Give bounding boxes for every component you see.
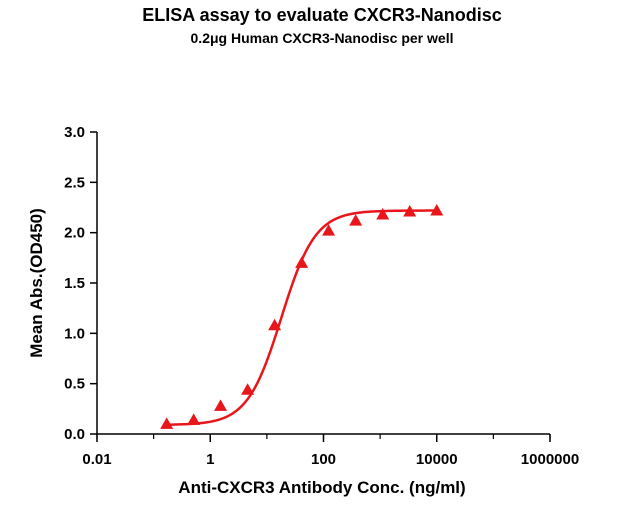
data-point xyxy=(268,318,282,331)
data-point xyxy=(430,204,444,216)
y-tick-label: 1.5 xyxy=(64,275,85,292)
data-markers xyxy=(160,204,444,429)
data-point xyxy=(295,256,309,268)
y-tick-label: 2.5 xyxy=(64,174,85,191)
x-tick-label: 1000000 xyxy=(521,451,579,468)
data-point xyxy=(187,413,201,425)
data-point xyxy=(376,208,390,220)
data-point xyxy=(322,224,336,236)
y-tick-label: 0.0 xyxy=(64,426,85,443)
x-tick-label: 100 xyxy=(311,451,336,468)
chart-title: ELISA assay to evaluate CXCR3-Nanodisc xyxy=(142,5,501,25)
fit-curve xyxy=(166,209,437,426)
data-point xyxy=(349,214,363,226)
data-point xyxy=(403,205,417,217)
data-point xyxy=(160,417,174,429)
x-axis-label: Anti-CXCR3 Antibody Conc. (ng/ml) xyxy=(178,478,465,497)
data-point xyxy=(214,399,228,411)
x-tick-label: 0.01 xyxy=(82,451,111,468)
chart-subtitle: 0.2μg Human CXCR3-Nanodisc per well xyxy=(191,30,454,46)
x-tick-label: 10000 xyxy=(416,451,458,468)
y-tick-label: 3.0 xyxy=(64,124,85,141)
x-tick-label: 1 xyxy=(206,451,214,468)
y-tick-label: 0.5 xyxy=(64,376,85,393)
y-tick-label: 2.0 xyxy=(64,225,85,242)
data-point xyxy=(241,383,255,395)
x-axis-ticks: 0.01 1 100 10000 1000000 xyxy=(82,434,579,468)
y-tick-label: 1.0 xyxy=(64,325,85,342)
axes xyxy=(96,132,550,435)
y-axis-label: Mean Abs.(OD450) xyxy=(27,208,46,358)
y-axis-ticks: 0.0 0.5 1.0 1.5 2.0 2.5 3.0 xyxy=(64,124,97,443)
